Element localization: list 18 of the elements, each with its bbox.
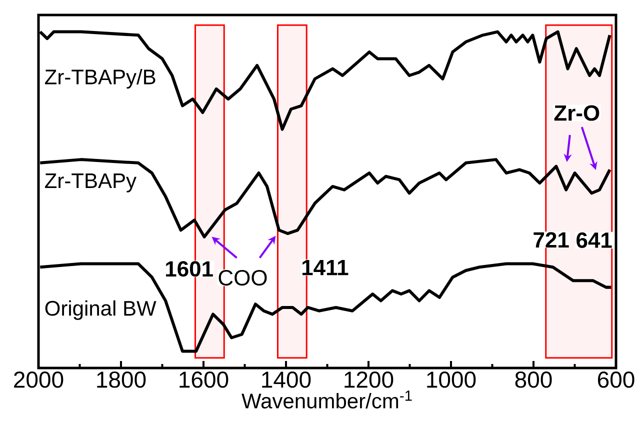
x-tick-label: 1000 <box>427 372 476 388</box>
x-tick-label: 1200 <box>344 372 394 388</box>
annotation: 721 <box>534 232 569 248</box>
x-tick-label: 1800 <box>97 372 146 388</box>
x-tick-label: 1400 <box>262 372 311 388</box>
series-label: Zr-TBAPy/B <box>45 69 156 89</box>
annotation: 1411 <box>302 260 348 276</box>
annotation: COO <box>218 270 267 286</box>
annotation: 1601 <box>166 261 213 277</box>
series-label: Original BW <box>45 300 156 320</box>
x-tick-label: 2000 <box>14 372 64 388</box>
x-axis-title: Wavenumber/cm$^{-1}$ <box>242 390 412 408</box>
annotation: 641 <box>576 232 612 248</box>
annotation: Zr-O <box>554 105 600 121</box>
series-label: Zr-TBAPy <box>45 174 136 192</box>
x-tick-label: 600 <box>598 372 634 388</box>
x-tick-label: 1600 <box>180 372 228 388</box>
x-tick-label: 800 <box>515 372 552 388</box>
